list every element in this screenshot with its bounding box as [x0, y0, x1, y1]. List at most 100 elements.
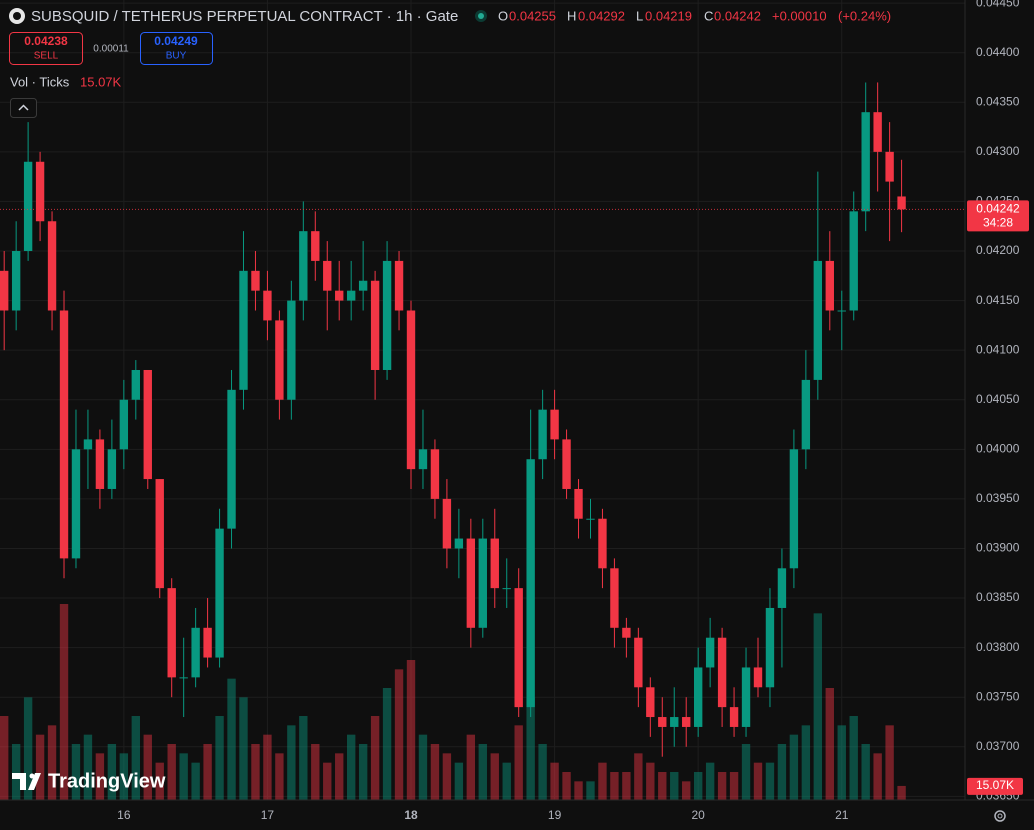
volume-bar [765, 762, 775, 800]
candle-body [646, 687, 655, 718]
candle-body [287, 300, 296, 400]
y-tick-label: 0.04100 [976, 342, 1020, 356]
grid [0, 0, 965, 800]
candle-body [155, 479, 164, 589]
x-tick-label: 16 [117, 808, 131, 822]
legend-change: +0.00010 [772, 8, 827, 23]
collapse-button[interactable] [10, 98, 37, 118]
volume-bar [550, 762, 559, 800]
legend-c: 0.04242 [714, 8, 761, 23]
countdown: 34:28 [983, 216, 1013, 230]
watermark-logo-dot [29, 773, 35, 779]
volume-bar [430, 744, 440, 800]
volume-bar [538, 744, 547, 800]
candle-body [693, 667, 703, 727]
legend-change-pct: (+0.24%) [838, 8, 891, 23]
volume-bar [789, 734, 799, 800]
candle-body [837, 310, 846, 312]
candle-body [729, 707, 739, 727]
volume-bar [634, 753, 643, 800]
candle-body [346, 290, 356, 301]
candle-body [502, 588, 511, 590]
volume-bar [179, 753, 188, 800]
candle-body [370, 280, 380, 370]
volume-value-box [967, 777, 1023, 795]
volume-bar [753, 762, 763, 800]
volume-legend: Vol · Ticks [10, 74, 70, 89]
spread: 0.00011 [93, 44, 129, 55]
volume-bar [586, 781, 595, 800]
chart-title: SUBSQUID / TETHERUS PERPETUAL CONTRACT ·… [31, 8, 458, 25]
volume-bar [682, 781, 691, 800]
candle-body [167, 588, 176, 678]
volume-bar [658, 772, 667, 800]
candle-body [382, 260, 392, 370]
candle-body [670, 717, 679, 727]
volume-bar [299, 716, 308, 800]
candle-body [526, 459, 535, 708]
buy-label: BUY [166, 51, 187, 62]
candle-body [550, 409, 559, 440]
volume-bar [622, 772, 631, 800]
candle-body [263, 290, 272, 321]
y-tick-label: 0.04150 [976, 293, 1020, 307]
buy-button[interactable] [140, 32, 213, 65]
candle-body [203, 627, 212, 658]
sell-button[interactable] [9, 32, 83, 65]
volume-bar [598, 762, 607, 800]
y-tick-label: 0.04000 [976, 441, 1020, 455]
buy-price: 0.04249 [154, 34, 198, 48]
y-tick-label: 0.04300 [976, 144, 1020, 158]
candle-body [191, 627, 200, 678]
volume-bar [95, 753, 105, 800]
volume-bar [370, 716, 380, 800]
candle-body [107, 449, 117, 489]
volume-bar [394, 669, 404, 800]
candle-body [143, 369, 152, 480]
candle-body [23, 161, 33, 252]
volume-bar [777, 744, 787, 800]
x-tick-label: 17 [261, 808, 275, 822]
y-tick-label: 0.03800 [976, 640, 1020, 654]
candle-body [251, 270, 260, 291]
candle-body [179, 677, 188, 679]
volume-bar [275, 753, 284, 800]
candle-body [59, 310, 69, 559]
volume-bar [191, 762, 200, 800]
candle-body [813, 260, 823, 380]
status-dot [478, 13, 484, 19]
candle-body [430, 449, 440, 499]
candle-body [454, 538, 464, 549]
volume-bar [59, 604, 69, 800]
volume-bar [167, 744, 176, 800]
last-price-box [967, 200, 1029, 232]
volume-bar [239, 697, 248, 800]
settings-icon-center [997, 813, 1003, 819]
volume-bar [741, 744, 751, 800]
volume-bar [406, 660, 416, 800]
volume-bar [442, 753, 452, 800]
candle-body [394, 260, 404, 311]
legend-l-label: L [636, 8, 643, 23]
candle-body [311, 231, 320, 261]
volume-bar [83, 734, 93, 800]
legend-h-label: H [567, 8, 576, 23]
volume-bar [131, 716, 140, 800]
candle-body [562, 439, 571, 489]
legend-o-label: O [498, 8, 508, 23]
volume-bar [670, 772, 679, 800]
volume-bar [382, 688, 392, 800]
candle-body [239, 270, 248, 390]
volume-bar [873, 753, 882, 800]
candle-body [71, 449, 81, 559]
candle-body [622, 627, 631, 638]
candle-body [490, 538, 499, 589]
volume-bar [11, 744, 21, 800]
volume-bar [478, 744, 487, 800]
volume-bar [227, 678, 236, 800]
candle-body [634, 637, 643, 688]
candle-body [406, 310, 416, 470]
settings-icon[interactable] [994, 810, 1006, 822]
volume-bar [47, 725, 57, 800]
